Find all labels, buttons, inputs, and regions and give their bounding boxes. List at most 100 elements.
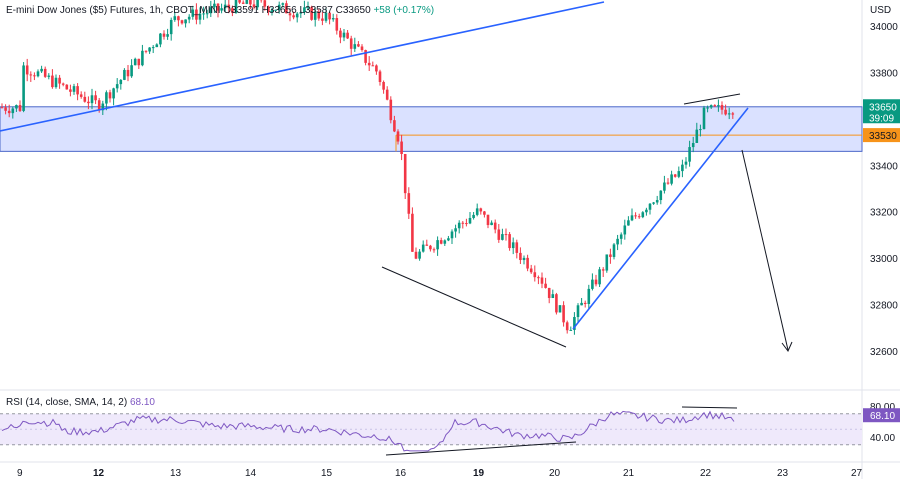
candle-body [684,161,688,165]
candle-body [439,240,443,244]
candle-body [277,4,281,10]
candle-body [310,7,313,20]
candle-body [177,16,180,21]
candle-body [695,129,699,143]
candle-body [619,234,623,239]
candle-body [148,47,151,52]
candle-body [231,8,234,13]
candle-body [295,13,299,18]
time-tick-label: 23 [777,468,789,479]
candle-body [43,68,47,77]
rsi-label: RSI (14, close, SMA, 14, 2) [6,397,128,408]
top-line-price [683,93,741,105]
candle-body [288,13,292,16]
candle-body [501,234,504,240]
candle-body [238,0,241,3]
candle-body [609,254,612,257]
candle-body [187,16,191,20]
candle-body [22,65,25,111]
rising-trendline [0,1,605,132]
candle-body [299,12,303,14]
candle-body [378,71,382,82]
candle-body [321,18,324,21]
candle-body [40,68,43,72]
price-tick-label: 32800 [870,301,898,312]
candle-body [317,11,321,19]
candle-body [112,88,115,99]
candle-body [270,10,274,12]
candle-body [263,0,267,7]
candle-body [605,254,609,271]
candle-body [90,95,94,104]
candle-body [731,113,735,115]
chart-legend: E-mini Dow Jones ($5) Futures, 1h, CBOT_… [6,5,434,16]
candle-body [306,7,310,9]
candle-body [191,9,195,17]
candle-body [580,302,583,306]
candle-body [565,322,569,331]
time-tick-label: 15 [321,468,333,479]
candle-body [331,18,335,20]
candle-body [349,38,353,49]
candle-body [36,71,40,77]
candle-body [173,16,177,20]
support-trendline [572,107,749,330]
top-line-rsi [681,406,738,409]
candle-body [691,142,695,148]
candle-body [612,244,616,257]
candle-body [475,208,479,215]
candle-body [652,202,655,204]
candle-body [623,225,627,235]
rsi-value: 68.10 [129,397,155,408]
candle-body [54,77,58,88]
candle-body [252,4,256,8]
rsi-legend: RSI (14, close, SMA, 14, 2) 68.10 [6,397,155,408]
candle-body [641,212,645,218]
candle-body [645,209,648,213]
candle-body [79,94,83,97]
time-tick-label: 12 [93,468,105,479]
time-tick-label: 14 [245,468,257,479]
candle-body [130,65,133,77]
candle-body [83,96,87,102]
symbol-label: E-mini Dow Jones ($5) Futures, 1h, CBOT_… [6,5,221,16]
candle-body [533,272,537,278]
candle-body [472,214,475,218]
candle-body [540,277,544,284]
candle-body [367,62,371,66]
projection-arrow-shaft [741,149,789,351]
candle-body [371,65,375,67]
candle-body [72,86,76,92]
candle-body [126,69,130,77]
candle-body [7,110,11,114]
candle-body [443,240,447,244]
candle-body [101,103,105,111]
candle-body [720,105,724,110]
candle-body [213,3,216,8]
candle-body [335,18,339,31]
candle-body [598,269,601,285]
candle-body [724,109,727,115]
rsi-badge [863,408,900,423]
candle-body [76,86,79,95]
candle-body [274,9,277,11]
candle-body [655,200,659,203]
candle-body [587,288,591,304]
candle-body [58,77,61,84]
candle-body [637,216,641,218]
candle-body [227,4,231,9]
candle-body [591,279,594,289]
candle-body [385,89,389,100]
candle-body [414,251,418,259]
candle-body [25,65,29,75]
candle-body [115,84,119,89]
candle-body [281,3,285,5]
candle-body [234,0,238,13]
candle-body [69,89,72,92]
candle-body [551,294,555,299]
time-tick-label: 9 [17,468,23,479]
candle-body [162,33,166,37]
candle-body [727,113,731,115]
candle-body [180,20,184,24]
